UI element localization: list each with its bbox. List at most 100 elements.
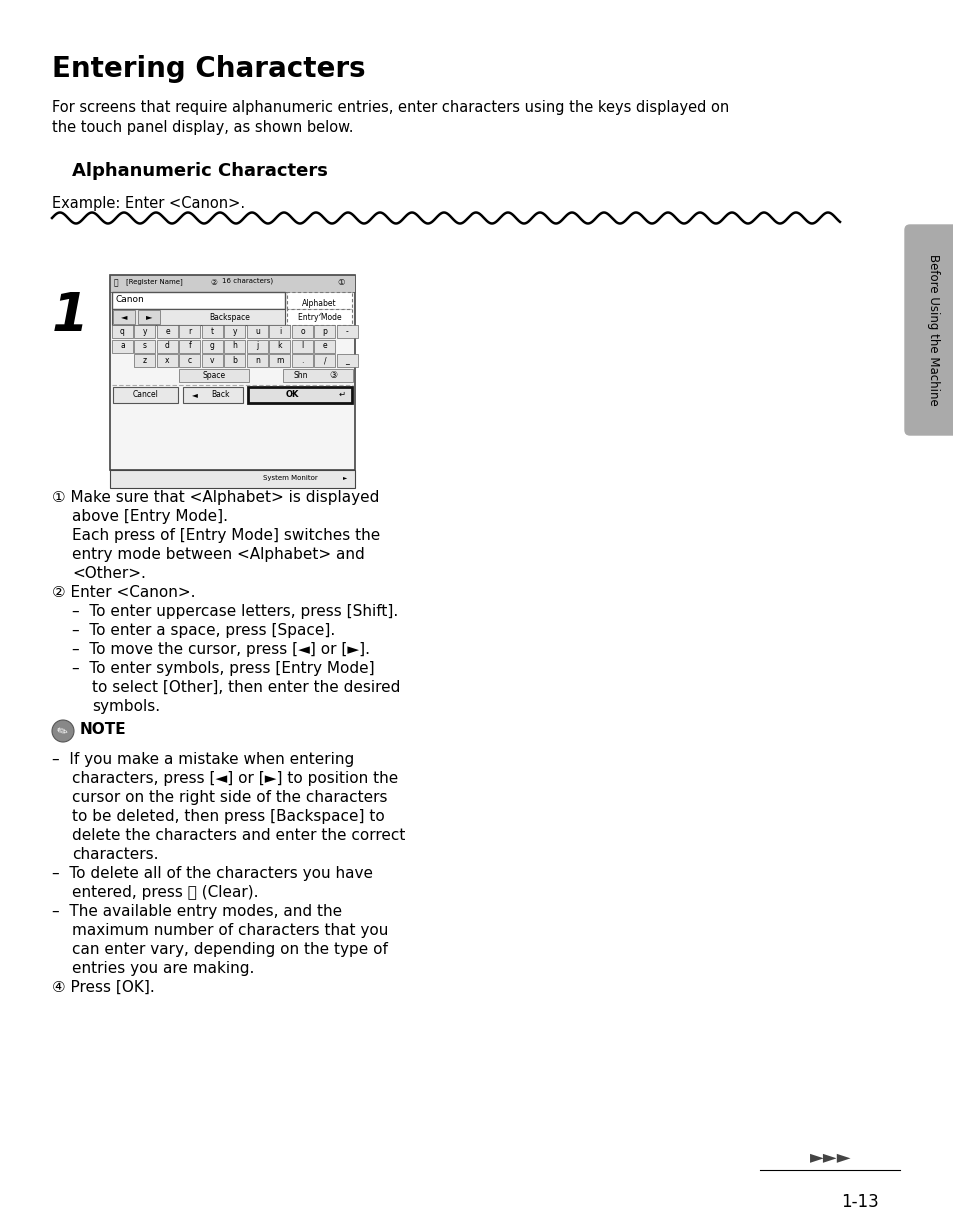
Text: ►►►: ►►►: [809, 1148, 851, 1166]
Text: ✎: ✎: [55, 723, 71, 739]
Text: –  If you make a mistake when entering: – If you make a mistake when entering: [52, 752, 354, 767]
Text: f: f: [189, 341, 192, 351]
Text: characters.: characters.: [71, 847, 158, 863]
Text: maximum number of characters that you: maximum number of characters that you: [71, 923, 388, 937]
Bar: [179, 368, 250, 382]
Bar: [314, 340, 335, 352]
Bar: [269, 325, 291, 337]
Text: 1: 1: [52, 290, 89, 342]
Bar: [224, 355, 245, 367]
Bar: [112, 309, 285, 325]
Text: Entering Characters: Entering Characters: [52, 55, 365, 83]
Text: ↵: ↵: [338, 390, 345, 399]
Text: to select [Other], then enter the desired: to select [Other], then enter the desire…: [91, 680, 400, 694]
Text: j: j: [256, 341, 258, 351]
Bar: [314, 325, 335, 337]
Text: q: q: [120, 328, 125, 336]
Bar: [157, 340, 178, 352]
Text: Alphanumeric Characters: Alphanumeric Characters: [71, 162, 328, 180]
Text: _: _: [345, 356, 349, 364]
Text: symbols.: symbols.: [91, 699, 160, 714]
Bar: [269, 340, 291, 352]
Text: entries you are making.: entries you are making.: [71, 961, 254, 975]
Text: For screens that require alphanumeric entries, enter characters using the keys d: For screens that require alphanumeric en…: [52, 99, 728, 115]
Text: Cancel: Cancel: [132, 390, 158, 399]
Text: OK: OK: [285, 390, 298, 399]
Bar: [292, 325, 313, 337]
Text: –  To enter uppercase letters, press [Shift].: – To enter uppercase letters, press [Shi…: [71, 604, 397, 618]
Bar: [110, 470, 355, 488]
Text: Alphabet: Alphabet: [302, 299, 336, 308]
Text: Canon: Canon: [116, 294, 145, 304]
Text: ① Make sure that <Alphabet> is displayed: ① Make sure that <Alphabet> is displayed: [52, 490, 379, 506]
Text: Each press of [Entry Mode] switches the: Each press of [Entry Mode] switches the: [71, 528, 380, 544]
Text: delete the characters and enter the correct: delete the characters and enter the corr…: [71, 828, 405, 843]
Text: v: v: [210, 356, 214, 364]
Bar: [247, 340, 268, 352]
Text: System Monitor: System Monitor: [262, 475, 317, 481]
Bar: [157, 325, 178, 337]
Text: –  To move the cursor, press [◄] or [►].: – To move the cursor, press [◄] or [►].: [71, 642, 370, 656]
Text: to be deleted, then press [Backspace] to: to be deleted, then press [Backspace] to: [71, 809, 384, 825]
Text: y: y: [143, 328, 147, 336]
Text: ③: ③: [329, 371, 336, 379]
Text: 16 characters): 16 characters): [222, 279, 273, 285]
Text: ✓: ✓: [316, 312, 321, 317]
Text: ④ Press [OK].: ④ Press [OK].: [52, 980, 154, 995]
Text: .: .: [301, 356, 303, 364]
Text: –  The available entry modes, and the: – The available entry modes, and the: [52, 904, 342, 919]
Text: <Other>.: <Other>.: [71, 566, 146, 582]
Bar: [202, 325, 223, 337]
Bar: [112, 325, 132, 337]
FancyBboxPatch shape: [904, 225, 953, 436]
Text: ◄: ◄: [192, 390, 197, 399]
Bar: [157, 355, 178, 367]
Text: p: p: [322, 328, 327, 336]
Text: Back: Back: [212, 390, 230, 399]
Text: ② Enter <Canon>.: ② Enter <Canon>.: [52, 585, 195, 600]
Text: c: c: [188, 356, 192, 364]
Text: y: y: [233, 328, 237, 336]
Bar: [314, 355, 335, 367]
Text: –  To enter a space, press [Space].: – To enter a space, press [Space].: [71, 623, 335, 638]
Bar: [112, 340, 132, 352]
Text: ②: ②: [210, 279, 216, 287]
Bar: [292, 340, 313, 352]
Text: characters, press [◄] or [►] to position the: characters, press [◄] or [►] to position…: [71, 771, 397, 787]
Text: o: o: [300, 328, 305, 336]
Text: z: z: [143, 356, 147, 364]
Text: the touch panel display, as shown below.: the touch panel display, as shown below.: [52, 120, 354, 135]
Text: -: -: [346, 328, 349, 336]
Text: ►: ►: [146, 313, 152, 321]
Text: Example: Enter <Canon>.: Example: Enter <Canon>.: [52, 196, 245, 211]
Text: ⓘ: ⓘ: [113, 279, 118, 287]
Text: ►: ►: [342, 475, 347, 480]
Text: g: g: [210, 341, 214, 351]
Text: a: a: [120, 341, 125, 351]
Bar: [202, 340, 223, 352]
Text: e: e: [322, 341, 327, 351]
Text: r: r: [188, 328, 192, 336]
Text: n: n: [254, 356, 259, 364]
Text: Backspace: Backspace: [210, 313, 251, 321]
Text: Space: Space: [203, 371, 226, 379]
Text: Entry Mode: Entry Mode: [297, 313, 341, 321]
Bar: [336, 325, 357, 337]
Text: i: i: [278, 328, 281, 336]
Bar: [224, 340, 245, 352]
Bar: [287, 292, 352, 309]
Text: s: s: [143, 341, 147, 351]
Bar: [134, 325, 155, 337]
Text: entered, press ⓧ (Clear).: entered, press ⓧ (Clear).: [71, 885, 258, 899]
Circle shape: [52, 720, 74, 742]
Bar: [202, 355, 223, 367]
Bar: [110, 275, 355, 292]
Text: b: b: [233, 356, 237, 364]
Bar: [138, 310, 160, 324]
Text: t: t: [211, 328, 213, 336]
Text: h: h: [233, 341, 237, 351]
Text: /: /: [323, 356, 326, 364]
Text: Before Using the Machine: Before Using the Machine: [926, 254, 940, 406]
Bar: [336, 355, 357, 367]
Bar: [183, 387, 243, 402]
